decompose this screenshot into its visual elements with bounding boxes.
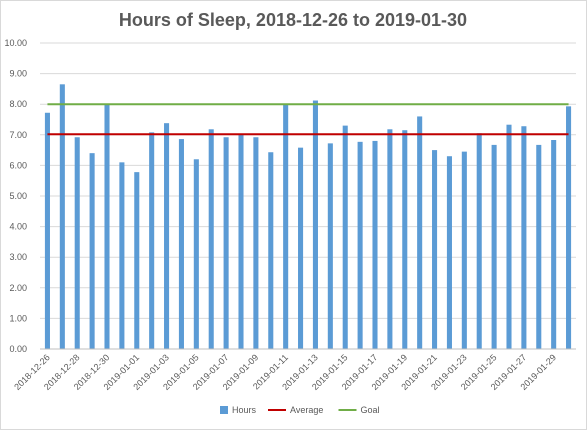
bar bbox=[164, 123, 170, 349]
bar bbox=[432, 150, 438, 349]
legend-label: Goal bbox=[361, 405, 380, 415]
bar bbox=[506, 124, 512, 350]
bar bbox=[402, 130, 408, 349]
y-tick-label: 7.00 bbox=[9, 130, 27, 140]
bar bbox=[312, 100, 318, 349]
y-tick-label: 3.00 bbox=[9, 252, 27, 262]
y-tick-label: 2.00 bbox=[9, 283, 27, 293]
bar bbox=[298, 147, 304, 349]
bar bbox=[491, 144, 497, 349]
y-tick-label: 6.00 bbox=[9, 160, 27, 170]
y-axis: 0.00 1.00 2.00 3.00 4.00 5.00 6.00 7.00 8.00 9.00… bbox=[4, 38, 27, 354]
bar bbox=[417, 116, 423, 349]
bar bbox=[536, 144, 542, 349]
y-tick-label: 5.00 bbox=[9, 191, 27, 201]
bar bbox=[119, 162, 125, 349]
bar bbox=[238, 134, 244, 349]
bar bbox=[342, 125, 348, 350]
legend: Hours Average Goal bbox=[220, 405, 380, 415]
bar bbox=[104, 104, 110, 349]
y-tick-label: 8.00 bbox=[9, 99, 27, 109]
y-tick-label: 4.00 bbox=[9, 222, 27, 232]
bar bbox=[59, 84, 65, 349]
y-tick-label: 10.00 bbox=[4, 38, 27, 48]
reference-lines bbox=[47, 103, 569, 136]
bar bbox=[208, 129, 214, 349]
bar bbox=[327, 143, 333, 349]
bar bbox=[268, 152, 274, 349]
bar bbox=[461, 151, 467, 349]
bar bbox=[44, 112, 50, 349]
bar bbox=[387, 129, 393, 349]
bar bbox=[134, 172, 140, 349]
legend-label: Hours bbox=[232, 405, 257, 415]
bar bbox=[223, 137, 229, 349]
bar bbox=[74, 137, 80, 349]
bar bbox=[283, 104, 289, 349]
bar bbox=[178, 139, 184, 349]
bar bbox=[476, 133, 482, 349]
chart-title: Hours of Sleep, 2018-12-26 to 2019-01-30 bbox=[119, 10, 467, 30]
bar bbox=[357, 141, 363, 349]
x-axis: 2018-12-262018-12-282018-12-302019-01-01… bbox=[12, 348, 576, 392]
bars bbox=[44, 84, 572, 350]
bar bbox=[193, 159, 199, 349]
y-tick-label: 0.00 bbox=[9, 344, 27, 354]
legend-swatch-hours bbox=[220, 406, 228, 414]
y-tick-label: 9.00 bbox=[9, 69, 27, 79]
bar bbox=[521, 126, 527, 350]
bar bbox=[89, 153, 95, 349]
bar bbox=[566, 106, 572, 349]
bar bbox=[551, 140, 557, 349]
bar bbox=[446, 156, 452, 349]
legend-label: Average bbox=[290, 405, 323, 415]
bar bbox=[149, 132, 155, 349]
bar bbox=[372, 140, 378, 349]
y-tick-label: 1.00 bbox=[9, 313, 27, 323]
bar bbox=[253, 137, 259, 349]
